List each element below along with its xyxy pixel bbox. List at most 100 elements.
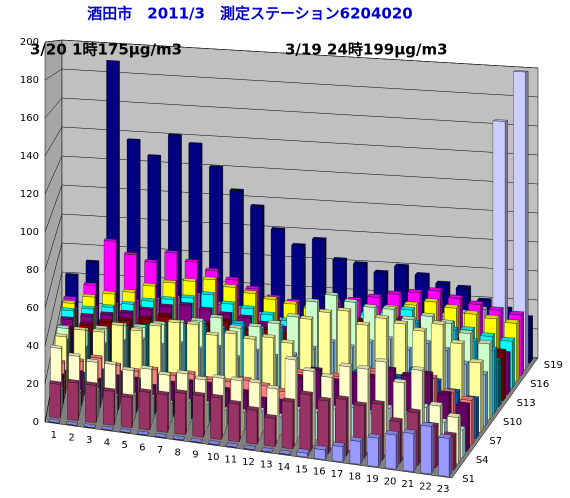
bar: [119, 428, 132, 434]
y-tick-label: 60: [26, 303, 39, 314]
bar: [103, 387, 116, 426]
bar: [174, 389, 187, 435]
series-label: S19: [544, 360, 563, 371]
y-tick-label: 140: [20, 151, 39, 162]
bar: [438, 433, 453, 478]
x-tick-label: 4: [104, 438, 110, 449]
bar-side: [395, 431, 399, 470]
bar-front: [402, 432, 414, 472]
bar-side: [448, 434, 452, 478]
bar-side: [381, 400, 385, 462]
bar-side: [466, 402, 470, 452]
bar-front: [278, 453, 290, 455]
annotation: 3/19 24時199μg/m3: [285, 41, 448, 59]
bar-side: [154, 384, 157, 415]
bar-side: [223, 375, 226, 435]
grid-line: [44, 155, 539, 195]
bar-front: [243, 448, 255, 451]
bar-side: [529, 315, 533, 364]
x-tick-label: 6: [139, 442, 145, 453]
bar: [210, 393, 223, 440]
grid-line: [44, 242, 539, 309]
y-tick-label: 160: [20, 113, 39, 124]
bar-side: [238, 401, 241, 442]
x-tick-label: 10: [207, 452, 220, 463]
bar-side: [520, 311, 524, 377]
bar: [67, 378, 80, 421]
bar-side: [364, 402, 367, 460]
bar: [281, 397, 295, 450]
bar-front: [296, 451, 308, 458]
grid-line: [44, 39, 539, 69]
bar-side: [331, 374, 335, 449]
bar-front: [119, 431, 131, 434]
bar: [335, 395, 349, 457]
bar: [207, 440, 221, 446]
x-tick-label: 5: [121, 440, 127, 451]
bar: [385, 430, 399, 470]
y-tick-label: 20: [26, 379, 39, 390]
bar-side: [493, 346, 497, 414]
x-tick-label: 7: [157, 445, 163, 456]
bar-side: [462, 426, 466, 459]
bar-front: [263, 416, 276, 447]
bar-side: [185, 390, 187, 435]
x-tick-label: 19: [366, 474, 379, 485]
bar-front: [156, 393, 168, 433]
bar: [331, 441, 346, 463]
series-label: S16: [530, 379, 549, 390]
bar-side: [489, 340, 493, 421]
bar: [402, 428, 417, 473]
x-tick-label: 1: [51, 430, 57, 441]
bar: [261, 447, 274, 453]
bar-side: [399, 418, 403, 464]
bar-side: [169, 372, 171, 428]
bar: [296, 448, 310, 458]
bar-side: [484, 371, 488, 427]
x-tick-label: 13: [260, 459, 273, 470]
x-tick-label: 20: [384, 476, 397, 487]
x-tick-label: 16: [313, 467, 326, 478]
bar-front: [299, 393, 311, 452]
bar-side: [525, 70, 529, 370]
bar-front: [84, 426, 95, 429]
bar: [420, 421, 435, 475]
grid: [44, 39, 539, 423]
bar-front: [138, 391, 150, 431]
bar-front: [137, 433, 148, 436]
bar-side: [413, 429, 417, 473]
bar-side: [516, 319, 520, 383]
bar-side: [471, 396, 475, 446]
bar-front: [349, 440, 361, 465]
bar-side: [453, 432, 457, 471]
x-tick-label: 17: [331, 469, 344, 480]
bar-side: [435, 422, 439, 469]
bar-front: [438, 437, 450, 477]
y-tick-label: 100: [20, 227, 39, 238]
bar-side: [431, 422, 435, 475]
bar: [192, 391, 205, 438]
grid-line: [44, 184, 539, 233]
bar: [278, 449, 292, 455]
bar-front: [281, 400, 293, 450]
bar-side: [171, 400, 173, 422]
bar: [83, 423, 96, 429]
bar: [66, 421, 78, 426]
bar: [225, 442, 239, 448]
bar-side: [173, 381, 175, 417]
bar-side: [187, 371, 190, 430]
bar: [228, 399, 241, 443]
bar-side: [346, 396, 349, 457]
grid-line: [44, 126, 539, 157]
annotation: 3/20 1時175μg/m3: [30, 41, 182, 59]
bar-side: [241, 377, 244, 437]
x-tick-label: 22: [419, 481, 432, 492]
chart-title: 酒田市 2011/3 測定ステーション6204020: [87, 5, 412, 23]
bar: [317, 396, 331, 455]
bar-side: [498, 357, 502, 408]
bar: [243, 444, 257, 451]
bar: [154, 433, 168, 438]
bar: [49, 380, 62, 419]
bar-front: [154, 436, 166, 438]
